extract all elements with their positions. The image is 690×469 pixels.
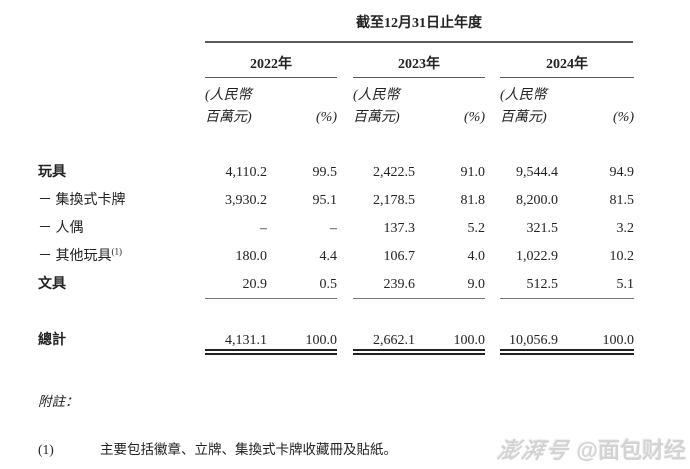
cell-2024-amount: 321.5 <box>526 221 559 236</box>
unit-currency-label: 百萬元) <box>205 110 252 125</box>
table-row-stationery: 文具 20.9 0.5 239.6 9.0 512.5 5.1 <box>38 271 634 299</box>
cell-2023-pct: 4.0 <box>467 249 486 264</box>
row-label: 文具 <box>38 277 66 292</box>
cell-2024-amount: 8,200.0 <box>516 193 558 208</box>
unit-percent-label: (%) <box>464 110 485 125</box>
column-gap <box>337 78 353 129</box>
row-label: － 其他玩具(1) <box>38 243 205 271</box>
cell-2023-pct: 81.8 <box>460 193 486 208</box>
cell-2024-pct: 3.2 <box>616 221 635 236</box>
note-text: 主要包括徽章、立牌、集換式卡牌收藏冊及貼紙。 <box>100 442 397 457</box>
cell-2024-pct: 94.9 <box>609 165 635 180</box>
column-gap <box>485 326 500 355</box>
cell-2022-amount: 3,930.2 <box>225 193 267 208</box>
column-gap <box>485 271 500 299</box>
unit-header-row: (人民幣 百萬元) (%) (人民幣 百萬元) (%) (人民幣 百萬元) (%… <box>38 78 634 129</box>
cell-2023-amount: 137.3 <box>383 221 416 236</box>
unit-group-2023: (人民幣 百萬元) (%) <box>353 78 485 129</box>
watermark-handle: @面包财经 <box>576 438 686 463</box>
cell-2023-amount: 106.7 <box>383 249 416 264</box>
year-header-row: 2022年 2023年 2024年 <box>38 43 634 78</box>
cell-2022-pct: 0.5 <box>267 271 337 299</box>
cell-2022-pct: 99.5 <box>312 165 338 180</box>
column-gap <box>485 159 500 187</box>
cell-2023-amount: 2,178.5 <box>373 193 415 208</box>
cell-2022-pct: 95.1 <box>312 193 338 208</box>
total-2022-amount: 4,131.1 <box>205 326 267 355</box>
cell-2024-pct: 5.1 <box>558 271 634 299</box>
note-marker: (1) <box>38 442 54 457</box>
row-label-text: － 其他玩具 <box>38 249 112 264</box>
column-gap <box>485 215 500 243</box>
cell-2024-pct: 10.2 <box>609 249 635 264</box>
note-item: (1) 主要包括徽章、立牌、集換式卡牌收藏冊及貼紙。 <box>38 441 634 459</box>
financial-table: 截至12月31日止年度 2022年 2023年 2024年 (人民幣 百萬元) … <box>38 8 634 459</box>
pengpai-logo: 澎湃号 <box>495 438 572 463</box>
total-label: 總計 <box>38 333 66 348</box>
year-header-2024: 2024年 <box>500 43 634 78</box>
row-label: － 人偶 <box>38 221 84 236</box>
column-gap <box>485 78 500 129</box>
total-2024-pct: 100.0 <box>558 326 634 355</box>
cell-2023-pct: 5.2 <box>467 221 486 236</box>
unit-currency-label: (人民幣 <box>500 88 547 103</box>
cell-2024-amount: 9,544.4 <box>516 165 558 180</box>
total-2024-amount: 10,056.9 <box>500 326 558 355</box>
cell-2022-pct: – <box>330 221 337 236</box>
table-row-other-toys: － 其他玩具(1) 180.0 4.4 106.7 4.0 1,022.9 10… <box>38 243 634 271</box>
year-header-2022: 2022年 <box>205 43 337 78</box>
column-gap <box>485 187 500 215</box>
column-gap <box>337 215 353 243</box>
column-gap <box>337 159 353 187</box>
cell-2024-amount: 512.5 <box>500 271 558 299</box>
table-row-figures: － 人偶 – – 137.3 5.2 321.5 3.2 <box>38 215 634 243</box>
column-gap <box>337 326 353 355</box>
unit-currency-label: 百萬元) <box>353 110 400 125</box>
table-row-trading-cards: － 集換式卡牌 3,930.2 95.1 2,178.5 81.8 8,200.… <box>38 187 634 215</box>
cell-2023-pct: 9.0 <box>415 271 485 299</box>
cell-2023-amount: 239.6 <box>353 271 415 299</box>
cell-2022-amount: 20.9 <box>205 271 267 299</box>
unit-currency-label: (人民幣 <box>205 88 252 103</box>
column-gap <box>337 271 353 299</box>
notes-heading: 附註： <box>38 394 79 409</box>
column-gap <box>337 187 353 215</box>
year-spacer <box>38 43 205 78</box>
cell-2023-pct: 91.0 <box>460 165 486 180</box>
row-label: 玩具 <box>38 165 66 180</box>
row-label: － 集換式卡牌 <box>38 193 126 208</box>
unit-group-2022: (人民幣 百萬元) (%) <box>205 78 337 129</box>
unit-currency-label: (人民幣 <box>353 88 400 103</box>
total-2022-pct: 100.0 <box>267 326 337 355</box>
year-header-2023: 2023年 <box>353 43 485 78</box>
cell-2022-amount: 180.0 <box>235 249 268 264</box>
footnote-ref: (1) <box>111 246 123 257</box>
unit-spacer <box>38 78 205 129</box>
column-gap <box>337 243 353 271</box>
cell-2024-pct: 81.5 <box>609 193 635 208</box>
table-row-toys: 玩具 4,110.2 99.5 2,422.5 91.0 9,544.4 94.… <box>38 159 634 187</box>
table-caption-row: 截至12月31日止年度 <box>38 8 634 43</box>
cell-2023-amount: 2,422.5 <box>373 165 415 180</box>
table-caption: 截至12月31日止年度 <box>205 8 633 43</box>
column-gap <box>485 43 500 78</box>
caption-spacer <box>38 8 205 43</box>
cell-2022-pct: 4.4 <box>319 249 338 264</box>
total-2023-amount: 2,662.1 <box>353 326 415 355</box>
unit-group-2024: (人民幣 百萬元) (%) <box>500 78 634 129</box>
total-2023-pct: 100.0 <box>415 326 485 355</box>
watermark: 澎湃号 @面包财经 <box>495 433 686 465</box>
cell-2022-amount: 4,110.2 <box>225 165 267 180</box>
cell-2024-amount: 1,022.9 <box>516 249 558 264</box>
cell-2022-amount: – <box>260 221 267 236</box>
unit-percent-label: (%) <box>316 110 337 125</box>
table-row-total: 總計 4,131.1 100.0 2,662.1 100.0 10,056.9 … <box>38 326 634 355</box>
table-body: 玩具 4,110.2 99.5 2,422.5 91.0 9,544.4 94.… <box>38 159 634 355</box>
unit-percent-label: (%) <box>613 110 634 125</box>
column-gap <box>337 43 353 78</box>
column-gap <box>485 243 500 271</box>
unit-currency-label: 百萬元) <box>500 110 547 125</box>
